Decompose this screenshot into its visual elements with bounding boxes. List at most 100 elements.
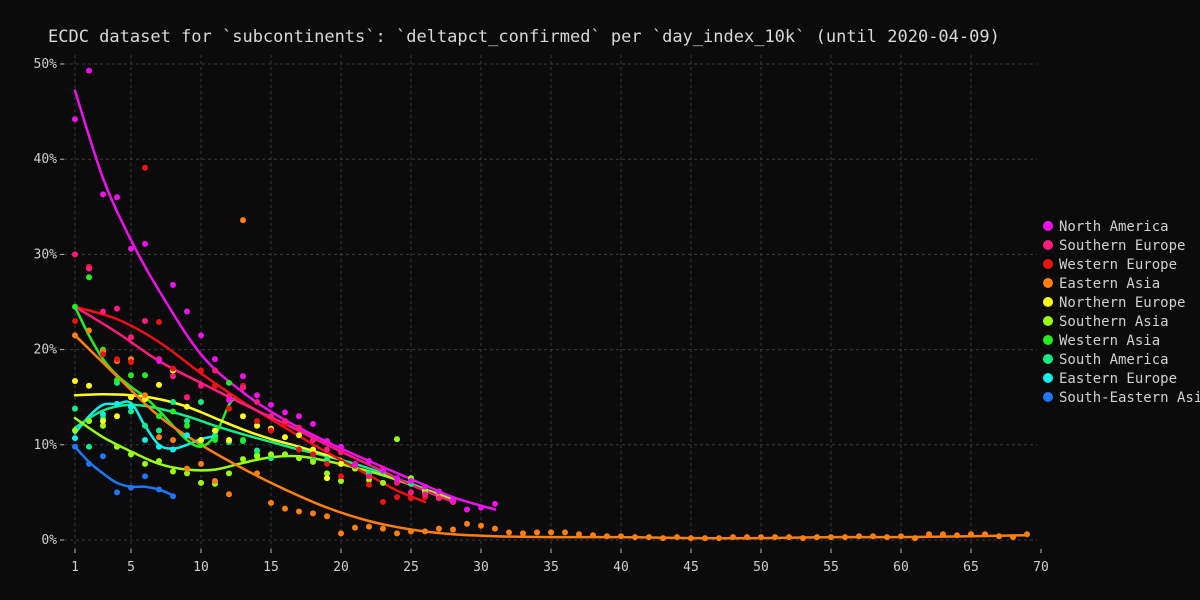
point-eastern-asia	[170, 437, 176, 444]
point-north-america	[184, 308, 190, 315]
point-southern-asia	[282, 451, 288, 458]
point-western-europe	[114, 356, 120, 363]
point-northern-europe	[226, 437, 232, 444]
point-eastern-asia	[786, 534, 792, 541]
point-eastern-asia	[884, 534, 890, 541]
x-tick-label: 40	[613, 560, 629, 575]
point-southern-europe	[254, 398, 260, 405]
y-tick-label: 10%	[34, 438, 58, 453]
point-eastern-asia	[492, 525, 498, 532]
point-north-america	[422, 483, 428, 490]
point-eastern-asia	[338, 530, 344, 537]
point-eastern-asia	[968, 531, 974, 538]
point-eastern-asia	[324, 513, 330, 520]
point-northern-europe	[72, 378, 78, 385]
point-western-europe	[366, 481, 372, 488]
legend-label-southern-europe: Southern Europe	[1059, 238, 1185, 254]
x-tick-label: 45	[683, 560, 699, 575]
point-eastern-asia	[86, 327, 92, 334]
point-western-europe	[128, 358, 134, 365]
legend-label-western-asia: Western Asia	[1059, 333, 1160, 349]
point-north-america	[212, 356, 218, 363]
point-western-europe	[254, 418, 260, 424]
point-eastern-asia	[688, 535, 694, 542]
point-south-america	[156, 427, 162, 434]
point-eastern-asia	[702, 535, 708, 542]
point-northern-europe	[100, 418, 106, 424]
y-tick-label: 0%	[41, 533, 57, 548]
point-eastern-asia	[940, 531, 946, 538]
point-eastern-asia	[478, 522, 484, 529]
point-western-europe	[338, 473, 344, 480]
point-eastern-asia	[814, 534, 820, 541]
x-tick-label: 65	[963, 560, 979, 575]
legend: North America Southern Europe Western Euro…	[1043, 219, 1200, 406]
point-eastern-asia	[842, 534, 848, 541]
point-southern-asia	[156, 457, 162, 464]
point-north-america	[436, 488, 442, 495]
legend-label-western-europe: Western Europe	[1059, 257, 1177, 273]
x-tick-label: 50	[753, 560, 769, 575]
point-north-america	[464, 506, 470, 513]
point-eastern-europe	[184, 432, 190, 439]
point-southern-europe	[72, 251, 78, 258]
y-tick-label: 30%	[34, 247, 58, 262]
point-northern-europe	[338, 460, 344, 467]
point-eastern-asia	[72, 332, 78, 339]
point-southern-europe	[184, 394, 190, 401]
point-eastern-asia	[912, 535, 918, 542]
point-eastern-europe	[170, 446, 176, 453]
point-southern-europe	[408, 489, 414, 496]
legend-label-north-america: North America	[1059, 219, 1169, 235]
point-western-europe	[156, 318, 162, 325]
point-eastern-asia	[240, 217, 246, 224]
point-north-america	[72, 116, 78, 123]
point-northern-europe	[296, 432, 302, 439]
point-eastern-asia	[660, 535, 666, 542]
point-western-europe	[408, 495, 414, 502]
grid	[64, 55, 1037, 549]
point-western-europe	[198, 367, 204, 374]
point-western-asia	[86, 274, 92, 281]
point-eastern-asia	[520, 530, 526, 537]
point-southern-europe	[212, 367, 218, 374]
point-eastern-asia	[744, 534, 750, 541]
point-western-europe	[142, 164, 148, 171]
point-western-asia	[114, 377, 120, 384]
point-eastern-asia	[394, 530, 400, 537]
x-tick-label: 20	[333, 560, 349, 575]
point-eastern-europe	[142, 437, 148, 444]
legend-label-eastern-asia: Eastern Asia	[1059, 276, 1160, 292]
x-tick-label: 55	[823, 560, 839, 575]
point-eastern-asia	[534, 529, 540, 536]
point-eastern-asia	[870, 533, 876, 540]
point-eastern-asia	[464, 520, 470, 527]
point-eastern-asia	[646, 534, 652, 541]
point-eastern-asia	[772, 534, 778, 541]
legend-marker-eastern-asia	[1043, 278, 1053, 288]
point-northern-europe	[184, 403, 190, 410]
point-southern-asia	[324, 470, 330, 477]
chart-title: ECDC dataset for `subcontinents`: `delta…	[48, 27, 1000, 47]
point-south-america	[72, 405, 78, 412]
point-north-america	[282, 409, 288, 416]
point-southern-asia	[394, 436, 400, 443]
point-eastern-asia	[562, 529, 568, 536]
point-south-eastern-asia	[170, 493, 176, 500]
point-south-america	[128, 408, 134, 415]
point-western-europe	[380, 498, 386, 505]
point-north-america	[226, 397, 232, 404]
point-western-europe	[212, 382, 218, 389]
point-southern-europe	[86, 265, 92, 272]
point-eastern-asia	[576, 531, 582, 538]
legend-label-northern-europe: Northern Europe	[1059, 295, 1185, 311]
legend-label-south-america: South America	[1059, 352, 1169, 368]
x-tick-label: 10	[193, 560, 209, 575]
y-tick-label: 40%	[34, 152, 58, 167]
point-eastern-asia	[268, 499, 274, 506]
point-northern-europe	[156, 381, 162, 388]
legend-label-southern-asia: Southern Asia	[1059, 314, 1169, 330]
point-southern-europe	[422, 491, 428, 498]
